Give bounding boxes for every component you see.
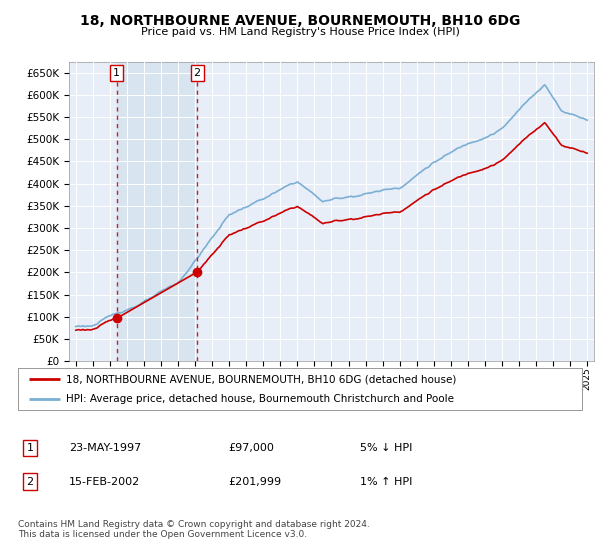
Text: Price paid vs. HM Land Registry's House Price Index (HPI): Price paid vs. HM Land Registry's House … xyxy=(140,27,460,38)
Text: 2: 2 xyxy=(194,68,201,78)
Text: 15-FEB-2002: 15-FEB-2002 xyxy=(69,477,140,487)
Text: 18, NORTHBOURNE AVENUE, BOURNEMOUTH, BH10 6DG (detached house): 18, NORTHBOURNE AVENUE, BOURNEMOUTH, BH1… xyxy=(66,374,457,384)
Text: 2: 2 xyxy=(26,477,34,487)
Text: 1% ↑ HPI: 1% ↑ HPI xyxy=(360,477,412,487)
Text: £97,000: £97,000 xyxy=(228,443,274,453)
Text: 1: 1 xyxy=(26,443,34,453)
Text: 18, NORTHBOURNE AVENUE, BOURNEMOUTH, BH10 6DG: 18, NORTHBOURNE AVENUE, BOURNEMOUTH, BH1… xyxy=(80,14,520,28)
Text: 23-MAY-1997: 23-MAY-1997 xyxy=(69,443,141,453)
Text: HPI: Average price, detached house, Bournemouth Christchurch and Poole: HPI: Average price, detached house, Bour… xyxy=(66,394,454,404)
Text: 5% ↓ HPI: 5% ↓ HPI xyxy=(360,443,412,453)
Text: £201,999: £201,999 xyxy=(228,477,281,487)
Text: Contains HM Land Registry data © Crown copyright and database right 2024.
This d: Contains HM Land Registry data © Crown c… xyxy=(18,520,370,539)
Text: 1: 1 xyxy=(113,68,120,78)
Bar xyxy=(116,62,197,361)
